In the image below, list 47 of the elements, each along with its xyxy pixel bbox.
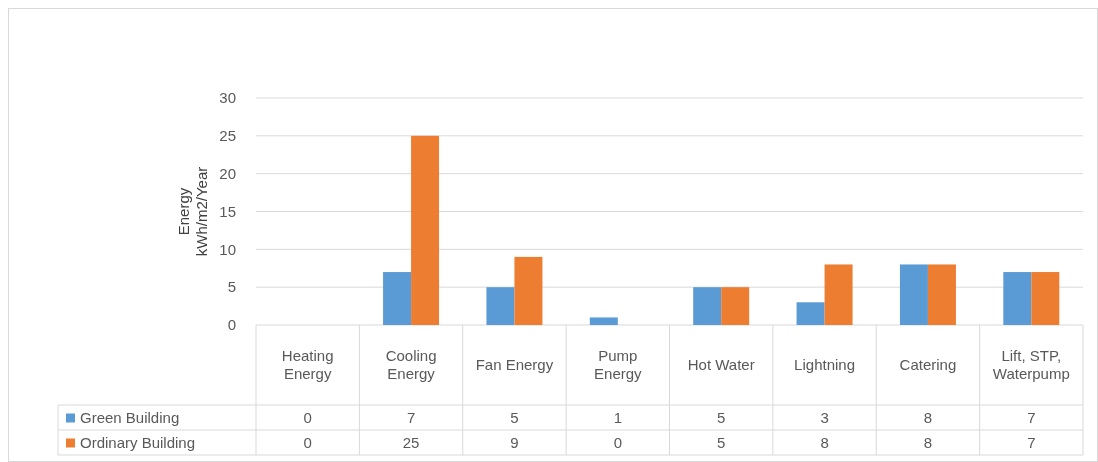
data-label: 7 [1027, 433, 1036, 451]
data-label: 1 [613, 408, 622, 426]
x-tick-label: Fan Energy [475, 356, 554, 373]
y-tick-label: 25 [219, 127, 236, 145]
data-label: 0 [303, 433, 312, 451]
data-label: 8 [923, 408, 933, 426]
bar [589, 317, 618, 325]
data-label: 25 [402, 433, 420, 451]
data-label: 7 [406, 408, 416, 426]
bar [1031, 272, 1060, 325]
bar [899, 264, 928, 325]
data-label: 5 [717, 433, 726, 451]
data-label: 8 [923, 433, 933, 451]
data-label: 7 [1027, 408, 1036, 426]
x-tick-label: Catering [899, 356, 957, 373]
y-tick-label: 15 [219, 202, 236, 220]
bar [721, 287, 750, 325]
y-tick-label: 30 [219, 89, 236, 107]
data-label: 9 [510, 433, 519, 451]
bar [824, 264, 853, 325]
data-label: 0 [613, 433, 622, 451]
y-tick-label: 20 [219, 164, 236, 182]
x-tick-label: Pump Energy [594, 347, 643, 382]
bar [383, 272, 412, 325]
data-label: 0 [303, 408, 312, 426]
legend-label: Green Building [80, 408, 180, 426]
x-tick-label: Lift, STP, Waterpump [992, 347, 1070, 382]
legend-label: Ordinary Building [80, 433, 196, 451]
bar [514, 256, 543, 325]
x-tick-label: Lightning [794, 356, 856, 373]
y-axis-title: Energy kWh/m2/Year [175, 166, 210, 257]
y-tick-label: 10 [219, 240, 236, 258]
bar [486, 287, 515, 325]
bar [1003, 272, 1032, 325]
bar [411, 135, 440, 325]
y-tick-label: 5 [227, 278, 236, 296]
data-label: 8 [820, 433, 829, 451]
data-label: 3 [820, 408, 829, 426]
x-tick-label: Hot Water [687, 356, 755, 373]
x-tick-label: Cooling Energy [385, 347, 437, 382]
x-tick-label: Heating Energy [281, 347, 334, 382]
data-label: 5 [717, 408, 726, 426]
y-tick-label: 0 [227, 316, 236, 334]
data-label: 5 [510, 408, 519, 426]
bar [927, 264, 956, 325]
bar [693, 287, 722, 325]
bar [796, 302, 825, 325]
